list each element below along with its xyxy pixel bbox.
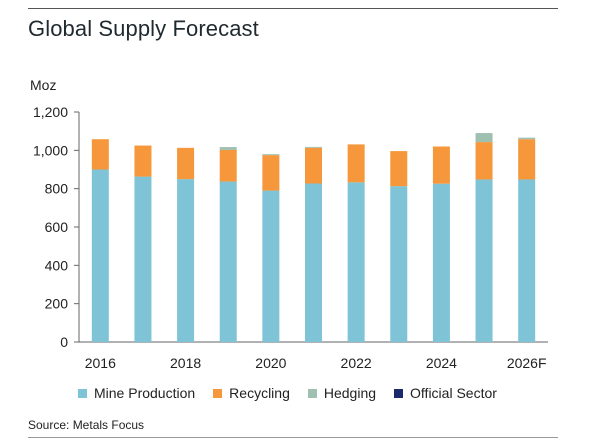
stacked-bar-chart: 0 200 400 600 800 1,000 1,200 2016 2018 2020 2022 2… xyxy=(33,104,548,371)
legend-item: Hedging xyxy=(307,385,377,401)
bar-segment-recycling xyxy=(177,147,195,180)
y-axis-unit-label: Moz xyxy=(30,77,57,93)
y-tick-label: 1,000 xyxy=(33,142,68,158)
bar-segment-hedging xyxy=(475,133,493,143)
legend-label: Recycling xyxy=(229,385,290,401)
legend-item: Official Sector xyxy=(394,385,497,401)
x-tick-label: 2018 xyxy=(170,355,201,371)
legend-label: Official Sector xyxy=(410,385,497,401)
y-tick-label: 200 xyxy=(45,296,69,312)
bar-segment-mine-production xyxy=(475,179,493,342)
y-tick-label: 0 xyxy=(60,334,68,350)
bar-segment-mine-production xyxy=(432,183,450,342)
bar-segment-hedging xyxy=(219,147,237,150)
x-tick-label: 2016 xyxy=(85,355,116,371)
bar-segment-mine-production xyxy=(177,179,195,342)
chart-legend: Mine Production Recycling Hedging Official … xyxy=(78,385,515,401)
bottom-divider xyxy=(28,437,558,438)
y-tick-label: 800 xyxy=(45,181,69,197)
legend-swatch xyxy=(213,388,223,398)
bar-segment-hedging xyxy=(305,146,322,148)
bar-segment-recycling xyxy=(432,146,450,184)
bar-segment-mine-production xyxy=(134,176,152,342)
bar-segment-hedging xyxy=(262,154,280,156)
legend-swatch xyxy=(78,388,87,398)
bar-segment-recycling xyxy=(262,155,280,191)
bar-segment-mine-production xyxy=(390,186,408,342)
legend-label: Hedging xyxy=(323,385,377,401)
legend-swatch xyxy=(394,388,404,398)
top-divider xyxy=(28,8,558,9)
legend-label: Mine Production xyxy=(94,385,196,401)
y-tick-label: 600 xyxy=(45,219,69,235)
y-tick-label: 400 xyxy=(45,257,69,273)
bar-segment-hedging xyxy=(518,137,536,140)
bar-segment-recycling xyxy=(518,139,536,180)
bar-segment-mine-production xyxy=(305,183,322,342)
bar-segment-recycling xyxy=(347,144,365,183)
x-tick-label: 2026F xyxy=(507,355,547,371)
bar-segment-recycling xyxy=(305,147,322,184)
source-note: Source: Metals Focus xyxy=(28,418,145,432)
x-tick-label: 2024 xyxy=(426,355,457,371)
bar-segment-recycling xyxy=(475,142,493,180)
x-tick-label: 2020 xyxy=(255,355,286,371)
x-tick-label: 2022 xyxy=(341,355,372,371)
chart-title: Global Supply Forecast xyxy=(28,16,259,41)
legend-item: Mine Production xyxy=(78,385,195,401)
bar-segment-recycling xyxy=(91,139,109,170)
bar-segment-recycling xyxy=(390,151,408,187)
bar-segment-mine-production xyxy=(91,169,109,342)
legend-swatch xyxy=(307,388,317,398)
y-tick-label: 1,200 xyxy=(33,104,68,120)
bar-segment-mine-production xyxy=(518,179,536,342)
bar-segment-recycling xyxy=(219,149,237,182)
bar-segment-mine-production xyxy=(347,182,365,342)
legend-item: Recycling xyxy=(213,385,290,401)
bar-segment-recycling xyxy=(134,145,152,177)
bar-segment-mine-production xyxy=(219,181,237,342)
bar-segment-mine-production xyxy=(262,190,280,342)
